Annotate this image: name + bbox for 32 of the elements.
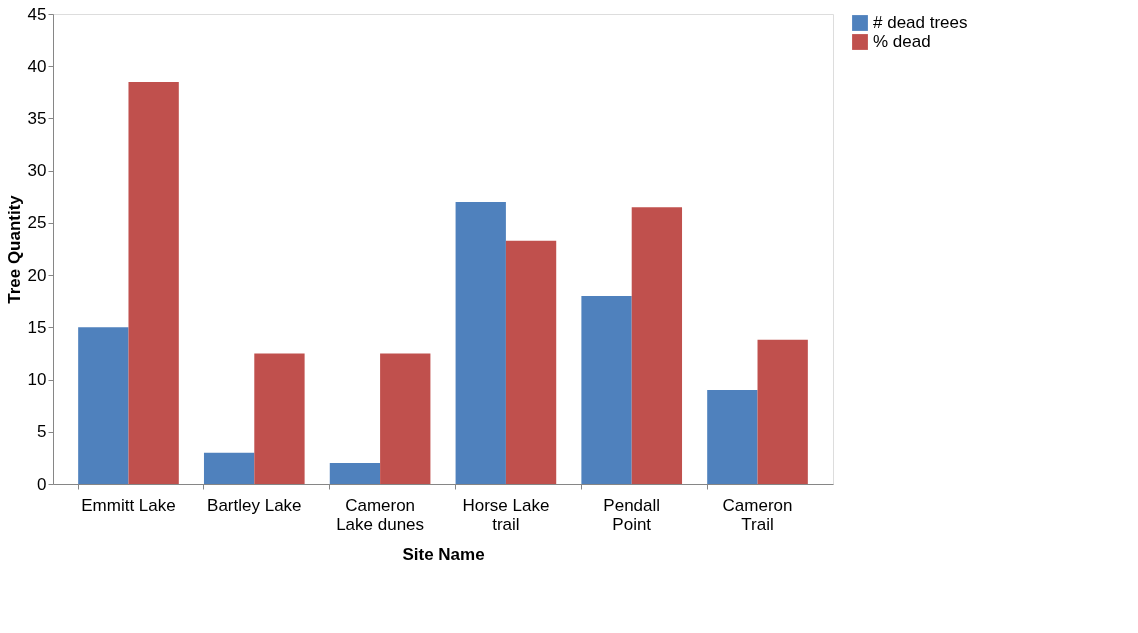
x-tick-label: Horse Lake trail: [462, 495, 550, 534]
y-tick-label: 40: [27, 56, 47, 76]
x-tick-label: Pendall Point: [603, 495, 661, 534]
y-tick-label: 15: [27, 317, 47, 337]
y-axis-title: Tree Quantity: [4, 194, 24, 304]
x-axis-title: Site Name: [402, 544, 485, 564]
bar: [631, 207, 683, 484]
bar: [505, 240, 557, 484]
x-tick-label: Emmitt Lake: [81, 495, 176, 515]
y-tick-label: 25: [27, 213, 47, 233]
y-tick-label: 20: [27, 265, 47, 285]
y-tick-label: 0: [37, 474, 47, 494]
bar: [455, 202, 506, 484]
bar: [128, 81, 179, 484]
y-tick-label: 10: [27, 370, 47, 390]
y-tick-label: 30: [27, 161, 47, 181]
bar: [203, 452, 255, 484]
legend-label: % dead: [873, 32, 931, 51]
x-tick-label: Bartley Lake: [207, 495, 302, 515]
bar: [380, 353, 431, 484]
y-tick-label: 5: [37, 422, 47, 442]
bar: [757, 339, 808, 484]
bar: [329, 463, 381, 484]
bar: [78, 327, 129, 484]
y-tick-label: 45: [27, 4, 47, 24]
bar: [707, 390, 758, 484]
bar: [581, 296, 632, 484]
legend-label: # dead trees: [873, 13, 968, 32]
y-tick-label: 35: [27, 108, 47, 128]
x-tick-label: Cameron Lake dunes: [336, 495, 425, 534]
bar: [254, 353, 305, 484]
x-tick-label: Cameron Trail: [722, 495, 793, 534]
